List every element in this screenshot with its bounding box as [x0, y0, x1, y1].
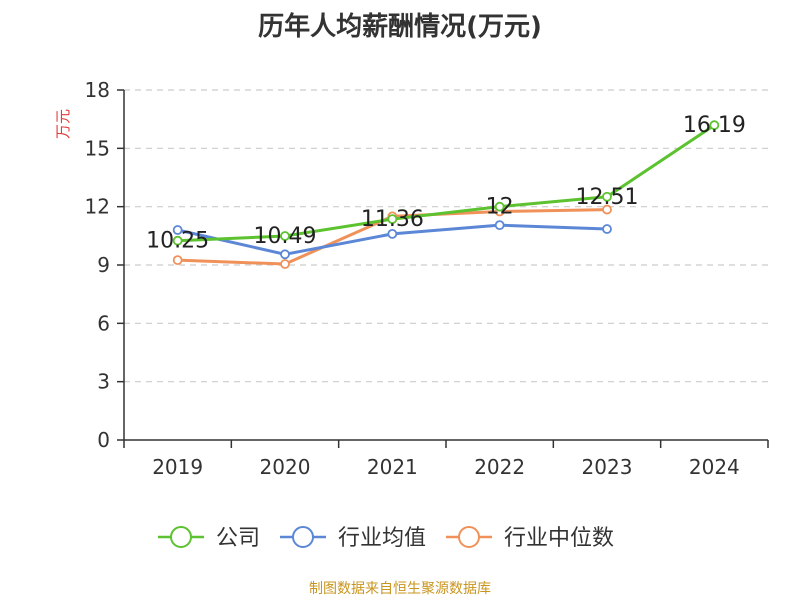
gridlines [124, 89, 768, 383]
x-tick-label: 2021 [367, 455, 418, 479]
series-lines [172, 120, 720, 269]
chart-title: 历年人均薪酬情况(万元) [258, 12, 542, 42]
legend-marker [458, 526, 480, 548]
legend-label: 行业中位数 [504, 526, 614, 551]
x-tick-label: 2022 [474, 455, 525, 479]
y-tick-label: 18 [85, 78, 110, 102]
data-point [602, 224, 612, 234]
data-label: 10.49 [254, 224, 317, 249]
data-point [387, 228, 398, 239]
data-label: 12.51 [576, 185, 639, 210]
data-point [494, 220, 505, 231]
data-label: 11.36 [361, 207, 424, 232]
data-point [602, 204, 612, 215]
y-axis-label: 万元 [54, 109, 72, 139]
x-tick-label: 2019 [152, 455, 203, 479]
legend-marker [170, 526, 192, 548]
data-label: 16.19 [683, 113, 746, 138]
legend-item: 公司 [158, 526, 260, 551]
data-labels: 10.25 10.49 11.36 12 12.51 16.19 [146, 113, 746, 254]
source-note: 制图数据来自恒生聚源数据库 [309, 581, 491, 597]
axes: 0 3 6 9 12 15 18 2019 2020 2021 2022 2023 2024 万元 [54, 78, 769, 479]
data-point [172, 235, 183, 246]
data-point [172, 225, 183, 235]
data-point [494, 201, 505, 212]
y-tick-label: 6 [97, 311, 110, 335]
x-tick-label: 2024 [689, 455, 740, 479]
y-tick-label: 9 [97, 253, 110, 277]
y-tick-label: 12 [85, 195, 110, 219]
data-point [280, 249, 290, 260]
x-tick-label: 2020 [260, 455, 311, 479]
data-point [387, 214, 398, 225]
x-tick-label: 2023 [582, 455, 633, 479]
data-point [602, 191, 612, 202]
y-tick-label: 0 [97, 428, 110, 452]
y-tick-label: 3 [97, 370, 110, 394]
data-point [172, 255, 183, 266]
legend-item: 行业中位数 [446, 526, 614, 551]
legend: 公司 行业均值 行业中位数 [158, 526, 614, 551]
data-point [280, 231, 290, 241]
legend-label: 公司 [216, 526, 260, 551]
data-label: 10.25 [146, 229, 209, 254]
series-line [177, 123, 716, 243]
legend-item: 行业均值 [280, 526, 426, 551]
y-tick-label: 15 [85, 136, 110, 160]
data-label: 12 [486, 195, 514, 220]
legend-marker [292, 526, 314, 548]
legend-label: 行业均值 [338, 526, 426, 551]
data-point [709, 120, 720, 131]
data-point [280, 259, 290, 269]
